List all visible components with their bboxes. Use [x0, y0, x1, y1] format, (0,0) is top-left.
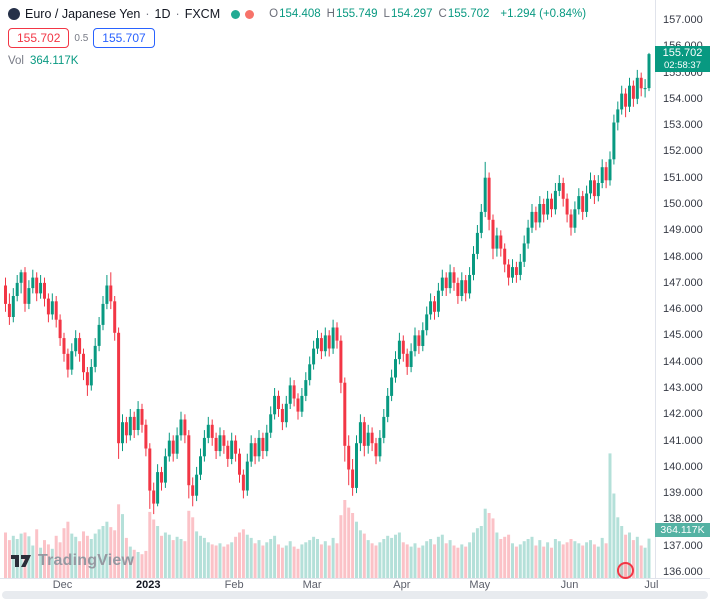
close-value: 155.702 — [447, 8, 490, 20]
change-value: +1.294 (+0.84%) — [500, 8, 587, 20]
volume-legend-label[interactable]: Vol — [8, 55, 24, 67]
price-tick-label: 141.000 — [663, 434, 703, 447]
ohlc-values: O 154.408 H 155.749 L 154.297 C 155.702 — [263, 8, 489, 20]
symbol-logo-icon[interactable] — [8, 8, 20, 20]
price-tick-label: 138.000 — [663, 513, 703, 526]
exchange-label[interactable]: FXCM — [184, 7, 221, 21]
month-tick-label: Jul — [644, 579, 659, 591]
price-tick-label: 142.000 — [663, 408, 703, 421]
price-tick-label: 154.000 — [663, 92, 703, 105]
price-tick-label: 151.000 — [663, 171, 703, 184]
cursor-indicator — [617, 562, 634, 579]
sell-price-button[interactable]: 155.702 — [8, 28, 70, 48]
separator-dot: · — [145, 7, 150, 21]
tradingview-logo-icon — [11, 555, 31, 567]
open-value: 154.408 — [279, 8, 321, 20]
month-tick-label: Jun — [560, 579, 579, 591]
year-tick-label: 2023 — [136, 579, 161, 591]
price-tick-label: 147.000 — [663, 276, 703, 289]
price-tick-label: 136.000 — [663, 566, 703, 578]
price-axis[interactable]: 157.000156.000155.000154.000153.000152.0… — [655, 0, 710, 578]
high-label: H — [326, 8, 335, 20]
chart-legend: Euro / Japanese Yen · 1D · FXCM O 154.408… — [8, 6, 586, 67]
symbol-legend-row: Euro / Japanese Yen · 1D · FXCM O 154.408… — [8, 6, 586, 22]
price-tick-label: 153.000 — [663, 119, 703, 132]
price-tick-label: 143.000 — [663, 382, 703, 394]
price-tick-label: 152.000 — [663, 145, 703, 158]
tradingview-logo-text: TradingView — [38, 552, 135, 569]
price-tick-label: 139.000 — [663, 487, 703, 500]
month-tick-label: Mar — [302, 579, 322, 591]
month-tick-label: Dec — [52, 579, 73, 591]
month-tick-label: Apr — [393, 579, 411, 591]
volume-legend-row: Vol 364.117K — [8, 55, 586, 67]
bid-ask-row: 155.702 0.5 155.707 — [8, 28, 586, 48]
price-tick-label: 150.000 — [663, 198, 703, 210]
last-price-value: 155.702 — [662, 47, 703, 60]
price-tick-label: 137.000 — [663, 539, 703, 552]
price-tick-label: 145.000 — [663, 329, 703, 342]
high-value: 155.749 — [335, 8, 378, 20]
horizontal-scrollbar[interactable] — [2, 591, 708, 599]
separator-dot: · — [175, 7, 180, 21]
spread-value: 0.5 — [74, 32, 89, 44]
last-price-label: 155.702 02:58:37 — [655, 46, 710, 73]
red-dot-icon[interactable] — [245, 9, 255, 19]
volume-axis-label: 364.117K — [655, 522, 710, 537]
price-tick-label: 157.000 — [663, 14, 703, 26]
bar-countdown: 02:58:37 — [664, 60, 701, 72]
price-tick-label: 148.000 — [663, 250, 703, 263]
price-tick-label: 149.000 — [663, 224, 703, 237]
buy-price-button[interactable]: 155.707 — [93, 28, 155, 48]
tradingview-logo[interactable]: TradingView — [10, 552, 134, 570]
price-tick-label: 144.000 — [663, 355, 703, 368]
low-label: L — [383, 8, 390, 20]
low-value: 154.297 — [390, 8, 433, 20]
interval-label[interactable]: 1D — [154, 7, 171, 21]
month-tick-label: May — [469, 579, 491, 591]
symbol-title[interactable]: Euro / Japanese Yen — [25, 7, 141, 21]
month-tick-label: Feb — [224, 579, 244, 591]
time-axis[interactable]: Dec 2023 Feb Mar Apr May Jun Jul — [0, 578, 710, 592]
price-chart-canvas[interactable] — [0, 0, 655, 578]
price-tick-label: 140.000 — [663, 460, 703, 473]
close-label: C — [438, 8, 447, 20]
volume-legend-value: 364.117K — [30, 55, 79, 67]
teal-dot-icon[interactable] — [231, 9, 241, 19]
price-tick-label: 146.000 — [663, 303, 703, 316]
open-label: O — [269, 8, 279, 20]
